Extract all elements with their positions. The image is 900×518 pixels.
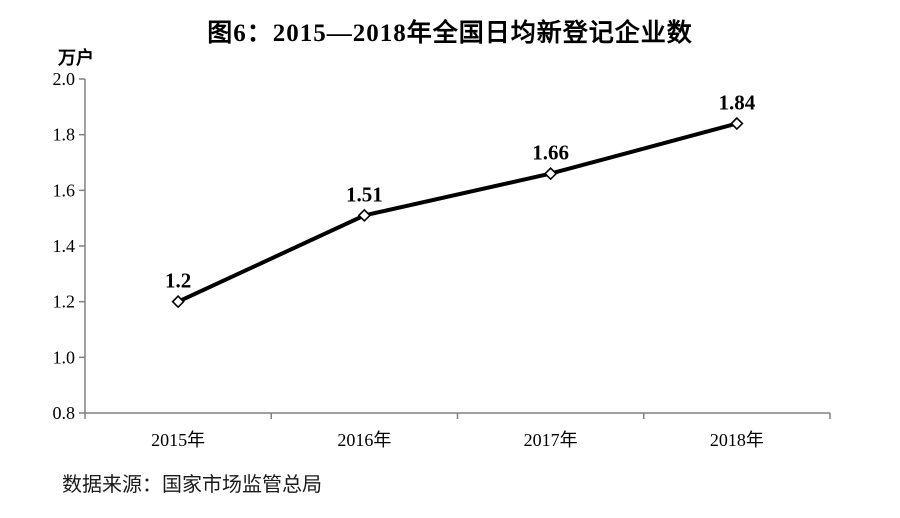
data-value-label: 1.66 [532, 141, 569, 165]
y-tick-label: 2.0 [53, 69, 76, 89]
y-tick-label: 1.6 [53, 180, 76, 200]
y-tick-label: 0.8 [53, 403, 76, 423]
data-line [177, 121, 738, 304]
data-point-marker [357, 208, 372, 223]
y-axis-unit-label: 万户 [58, 48, 94, 68]
data-value-label: 1.84 [719, 91, 756, 115]
x-tick-label: 2017年 [524, 430, 578, 450]
x-tick-label: 2015年 [151, 430, 205, 450]
chart-title: 图6：2015—2018年全国日均新登记企业数 [207, 20, 693, 47]
data-point-marker [543, 167, 558, 181]
source-note: 数据来源：国家市场监管总局 [62, 474, 322, 496]
x-tick-label: 2016年 [337, 430, 391, 450]
y-tick-label: 1.4 [53, 236, 76, 256]
data-value-label: 1.51 [346, 182, 383, 206]
y-tick-label: 1.0 [53, 347, 76, 367]
data-point-marker [171, 295, 185, 309]
x-tick-label: 2018年 [710, 430, 764, 450]
y-tick-label: 1.8 [53, 125, 76, 145]
data-value-label: 1.2 [165, 269, 191, 293]
data-point-marker [730, 116, 744, 131]
y-tick-label: 1.2 [53, 292, 76, 312]
